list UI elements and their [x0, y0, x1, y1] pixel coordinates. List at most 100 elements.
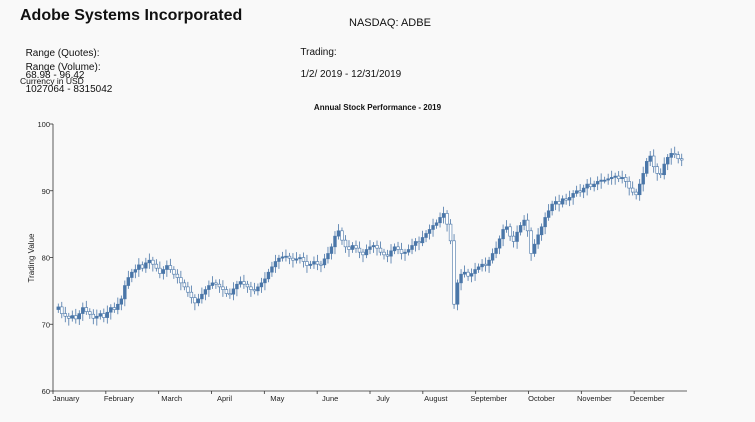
- candle-body: [406, 249, 411, 253]
- candle-body: [91, 313, 96, 319]
- candle-body: [459, 273, 463, 284]
- candle-body: [200, 293, 204, 300]
- candle-body: [567, 197, 572, 201]
- candle-body: [424, 233, 428, 238]
- trading-value: 1/2/ 2019 - 12/31/2019: [300, 69, 402, 80]
- candle-body: [67, 315, 71, 319]
- candle-body: [280, 256, 285, 259]
- currency-note: Currency in USD: [20, 76, 84, 86]
- chart-axes: 60 70 80 90 100 January February March April May J…: [37, 120, 687, 403]
- candle-body: [259, 282, 264, 288]
- candle-body: [263, 278, 267, 284]
- candle-body: [130, 271, 134, 278]
- candle-body: [147, 259, 152, 264]
- candle-body: [602, 179, 607, 182]
- candle-body: [354, 245, 358, 249]
- candle-body: [581, 187, 586, 193]
- candle-body: [616, 175, 621, 180]
- candle-body: [151, 259, 155, 265]
- candle-body: [473, 269, 477, 274]
- candle-body: [165, 265, 169, 270]
- candle-body: [301, 257, 306, 262]
- company-name: Adobe Systems Incorporated: [20, 7, 243, 24]
- candle-body: [343, 239, 348, 248]
- candle-body: [403, 251, 407, 254]
- candle-body: [81, 307, 85, 314]
- candle-body: [427, 229, 432, 234]
- candle-body: [228, 293, 232, 296]
- candle-body: [529, 230, 533, 254]
- candle-body: [126, 277, 131, 286]
- x-tick-label: February: [104, 394, 134, 403]
- candle-body: [245, 283, 250, 288]
- candle-body: [410, 245, 414, 250]
- candle-body: [98, 313, 103, 317]
- candle-body: [546, 210, 551, 218]
- candle-body: [396, 246, 400, 250]
- x-tick-label: September: [470, 394, 507, 403]
- candle-body: [389, 250, 393, 257]
- candle-body: [340, 230, 344, 241]
- y-tick-label: 70: [42, 320, 50, 329]
- candle-body: [655, 166, 659, 174]
- candle-body: [350, 245, 355, 250]
- trading-label: Trading:: [300, 47, 337, 58]
- range-volume: Range (Volume): 1027064 - 8315042: [20, 51, 113, 95]
- candle-body: [536, 234, 540, 245]
- candle-body: [291, 257, 295, 261]
- candle-body: [634, 191, 638, 196]
- candle-body: [308, 263, 313, 266]
- candle-body: [392, 246, 397, 252]
- candle-body: [560, 198, 565, 205]
- candle-body: [434, 222, 439, 226]
- candle-body: [574, 190, 579, 194]
- candle-body: [333, 235, 337, 248]
- candle-body: [417, 241, 421, 244]
- candle-body: [112, 307, 117, 310]
- candle-body: [158, 267, 162, 274]
- candle-body: [550, 203, 554, 212]
- candle-body: [298, 257, 302, 260]
- candle-body: [95, 315, 99, 319]
- candle-body: [266, 271, 271, 280]
- candle-body: [648, 155, 652, 162]
- y-tick-label: 80: [42, 254, 50, 263]
- candle-body: [133, 269, 138, 273]
- candle-body: [221, 286, 225, 290]
- candle-body: [231, 288, 236, 295]
- candles: [56, 146, 684, 326]
- candle-body: [455, 282, 460, 305]
- candle-body: [441, 213, 446, 218]
- x-tick-label: December: [630, 394, 665, 403]
- candle-body: [623, 177, 628, 182]
- candle-body: [242, 281, 246, 285]
- candle-body: [399, 249, 404, 254]
- candle-body: [287, 255, 292, 259]
- candle-body: [210, 282, 215, 286]
- candle-body: [599, 179, 603, 182]
- candle-body: [487, 259, 491, 266]
- candle-body: [154, 263, 159, 269]
- candle-body: [214, 282, 218, 285]
- candle-body: [382, 251, 386, 256]
- x-tick-label: August: [424, 394, 448, 403]
- candle-body: [196, 298, 201, 304]
- candle-body: [123, 285, 127, 300]
- candle-body: [641, 173, 645, 185]
- trading-period: Trading: 1/2/ 2019 - 12/31/2019: [295, 36, 401, 80]
- candle-body: [644, 161, 649, 174]
- candle-body: [270, 266, 274, 273]
- candle-body: [476, 266, 481, 270]
- candle-body: [462, 271, 467, 275]
- candle-body: [368, 246, 372, 250]
- candle-body: [172, 269, 176, 275]
- candle-body: [375, 245, 379, 249]
- x-tick-label: October: [528, 394, 555, 403]
- candle-body: [518, 225, 523, 233]
- candle-body: [595, 181, 600, 185]
- candle-body: [606, 178, 610, 181]
- range-quotes-value: 68.98 - 96.42: [25, 70, 85, 81]
- candle-body: [448, 223, 453, 242]
- candle-body: [385, 254, 390, 257]
- candle-body: [588, 183, 593, 188]
